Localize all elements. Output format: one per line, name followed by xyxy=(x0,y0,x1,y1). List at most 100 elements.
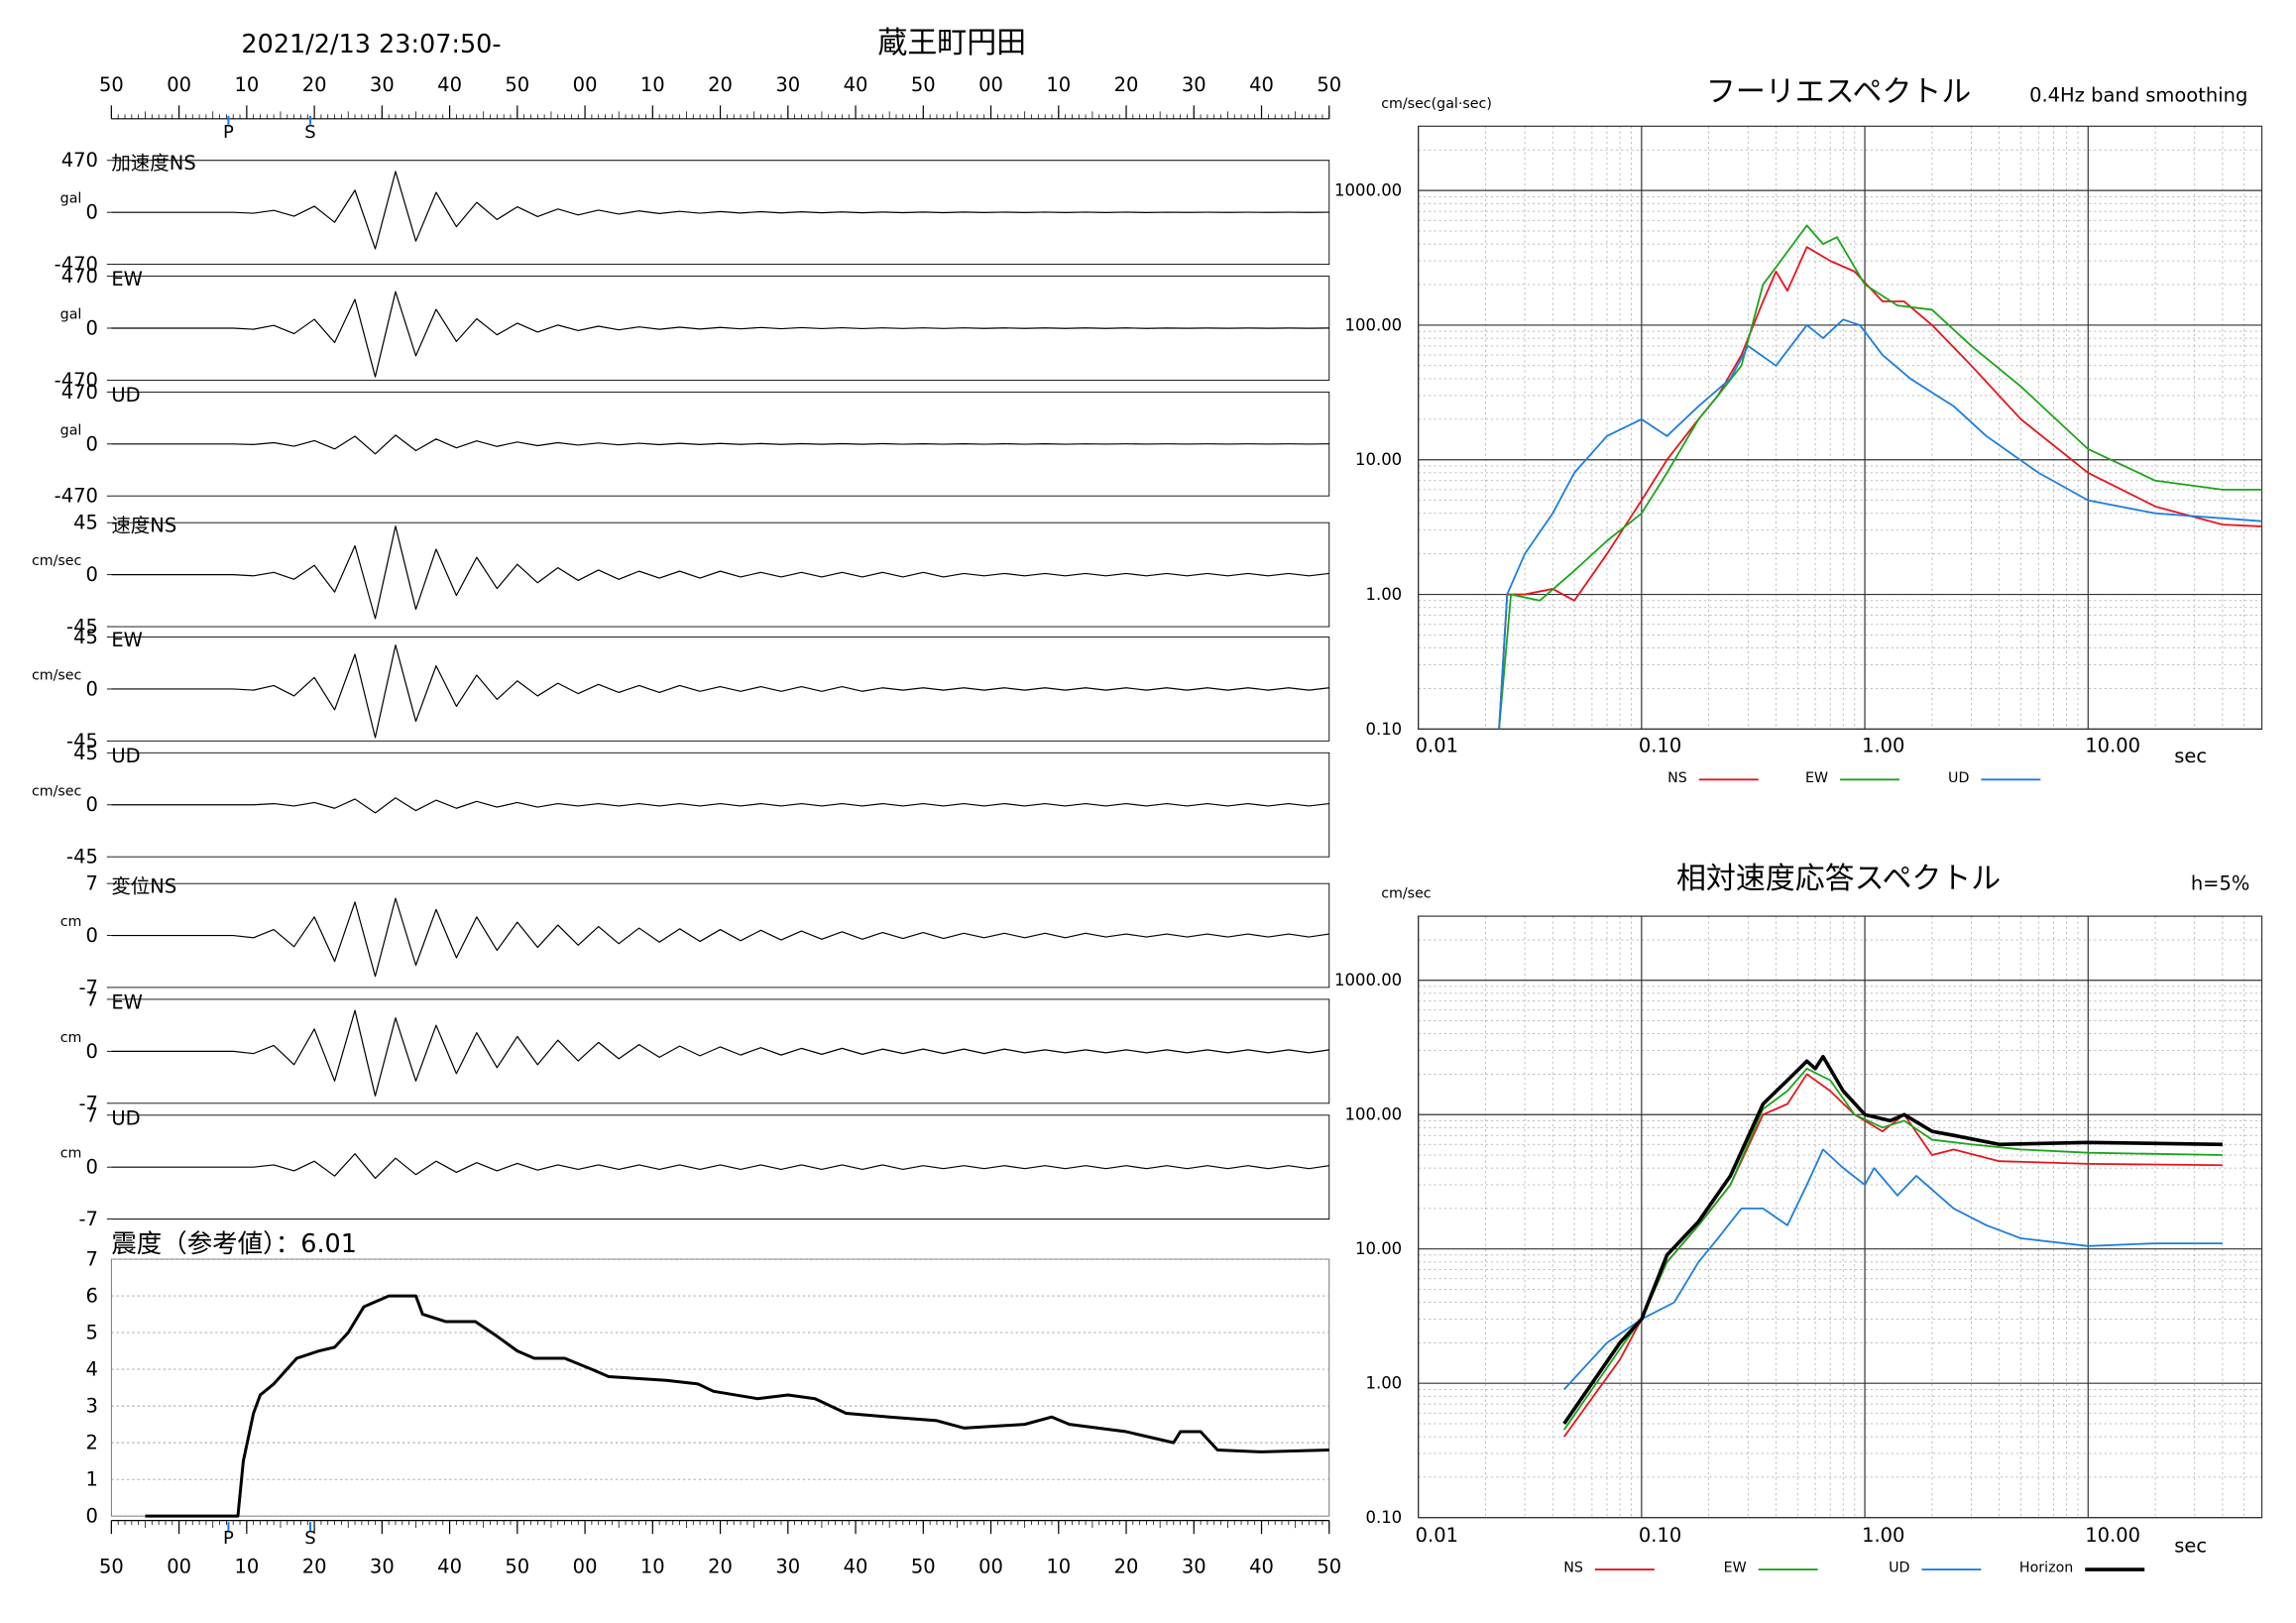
y-tick-label: 4 xyxy=(85,1358,97,1381)
waveform-trace xyxy=(111,797,1329,814)
panel-label: EW xyxy=(111,268,143,290)
y-tick-label: 470 xyxy=(61,149,98,172)
x-tick-label: 50 xyxy=(505,73,529,96)
unit-label: gal xyxy=(60,422,82,438)
y-tick-label: 0 xyxy=(85,1156,97,1179)
x-tick-label: 30 xyxy=(775,1556,800,1578)
spectrum-line xyxy=(1498,224,2262,730)
x-tick-label: 00 xyxy=(573,1556,598,1578)
y-tick-label: 2 xyxy=(85,1432,97,1454)
y-tick-label: 1.00 xyxy=(1365,1374,1402,1393)
phase-label: S xyxy=(304,1528,315,1549)
panel-label: EW xyxy=(111,990,143,1013)
x-tick-label: 20 xyxy=(1114,73,1139,96)
x-tick-label: 10 xyxy=(640,1556,665,1578)
panel-frame xyxy=(111,1114,1330,1220)
response-x-label: sec xyxy=(2174,1535,2207,1558)
spectrum-line xyxy=(1562,1054,2223,1425)
legend-label: NS xyxy=(1667,770,1687,786)
y-tick-label: 0 xyxy=(85,1505,97,1528)
unit-label: cm/sec xyxy=(32,783,81,799)
x-tick-label: 10 xyxy=(1046,1556,1071,1578)
x-tick-label: 0.01 xyxy=(1416,734,1458,756)
waveform-trace xyxy=(111,897,1329,978)
unit-label: cm/sec xyxy=(32,553,81,569)
panel-label: 変位NS xyxy=(111,875,176,898)
x-tick-label: 10 xyxy=(640,73,665,96)
y-tick-label: -7 xyxy=(78,1092,97,1114)
panel-label: 速度NS xyxy=(111,515,176,537)
y-tick-label: -7 xyxy=(78,1208,97,1230)
x-tick-label: 20 xyxy=(708,73,733,96)
y-tick-label: -470 xyxy=(55,369,98,392)
x-tick-label: 0.01 xyxy=(1416,1524,1458,1547)
phase-label: P xyxy=(223,1528,234,1549)
y-tick-label: 470 xyxy=(61,381,98,404)
panel-frame xyxy=(111,998,1330,1104)
x-tick-label: 20 xyxy=(302,73,327,96)
x-tick-label: 50 xyxy=(1317,73,1341,96)
y-tick-label: 0 xyxy=(85,316,97,339)
record-time: 2021/2/13 23:07:50- xyxy=(241,30,501,59)
x-tick-label: 30 xyxy=(1182,73,1206,96)
response-title: 相対速度応答スペクトル xyxy=(1676,862,2001,896)
x-tick-label: 50 xyxy=(1317,1556,1341,1578)
x-tick-label: 10 xyxy=(1046,73,1071,96)
x-tick-label: 50 xyxy=(99,1556,124,1578)
x-tick-label: 40 xyxy=(1249,1556,1274,1578)
response-y-label: cm/sec xyxy=(1381,886,1431,902)
x-tick-label: 20 xyxy=(302,1556,327,1578)
intensity-title: 震度（参考値）：6.01 xyxy=(111,1229,357,1259)
x-tick-label: 10 xyxy=(234,1556,259,1578)
legend-label: UD xyxy=(1948,770,1969,786)
y-tick-label: 0 xyxy=(85,432,97,455)
x-tick-label: 50 xyxy=(911,1556,936,1578)
waveform-trace xyxy=(111,644,1329,739)
y-tick-label: 10.00 xyxy=(1355,1239,1402,1258)
x-tick-label: 10.00 xyxy=(2085,734,2140,756)
unit-label: cm xyxy=(60,1146,82,1162)
y-tick-label: 1000.00 xyxy=(1334,971,1402,989)
waveform-trace xyxy=(111,525,1329,620)
y-tick-label: 100.00 xyxy=(1345,1105,1403,1124)
waveform-trace xyxy=(111,434,1329,455)
x-tick-label: 40 xyxy=(844,73,868,96)
panel-frame xyxy=(111,752,1330,858)
x-tick-label: 40 xyxy=(844,1556,868,1578)
y-tick-label: 7 xyxy=(85,1103,97,1126)
station-title: 蔵王町円田 xyxy=(877,26,1026,60)
y-tick-label: 100.00 xyxy=(1345,315,1403,334)
legend-label: Horizon xyxy=(2019,1561,2073,1576)
plot-frame xyxy=(1418,915,2263,1519)
y-tick-label: 0 xyxy=(85,677,97,700)
x-tick-label: 50 xyxy=(505,1556,529,1578)
y-tick-label: 0.10 xyxy=(1365,1508,1402,1527)
y-tick-label: 470 xyxy=(61,265,98,288)
y-tick-label: -45 xyxy=(66,616,98,638)
y-tick-label: 6 xyxy=(85,1285,97,1308)
y-tick-label: 7 xyxy=(85,987,97,1010)
y-tick-label: -470 xyxy=(55,485,98,508)
x-tick-label: 50 xyxy=(99,73,124,96)
fourier-y-label: cm/sec(gal·sec) xyxy=(1381,96,1492,112)
y-tick-label: -7 xyxy=(78,976,97,998)
y-tick-label: -45 xyxy=(66,846,98,869)
x-tick-label: 30 xyxy=(775,73,800,96)
y-tick-label: 0 xyxy=(85,1040,97,1063)
x-tick-label: 40 xyxy=(437,73,462,96)
y-tick-label: 0 xyxy=(85,563,97,586)
legend-label: NS xyxy=(1563,1561,1583,1576)
panel-frame xyxy=(111,637,1330,742)
y-tick-label: 0 xyxy=(85,793,97,816)
unit-label: cm/sec xyxy=(32,667,81,683)
x-tick-label: 50 xyxy=(911,73,936,96)
spectrum-line xyxy=(1498,246,2262,730)
y-tick-label: 45 xyxy=(73,626,98,648)
response-note: h=5% xyxy=(2191,872,2250,895)
fourier-x-label: sec xyxy=(2174,745,2207,767)
y-tick-label: 10.00 xyxy=(1355,450,1402,469)
panel-label: UD xyxy=(111,384,140,406)
unit-label: gal xyxy=(60,191,82,207)
panel-frame xyxy=(111,882,1330,988)
